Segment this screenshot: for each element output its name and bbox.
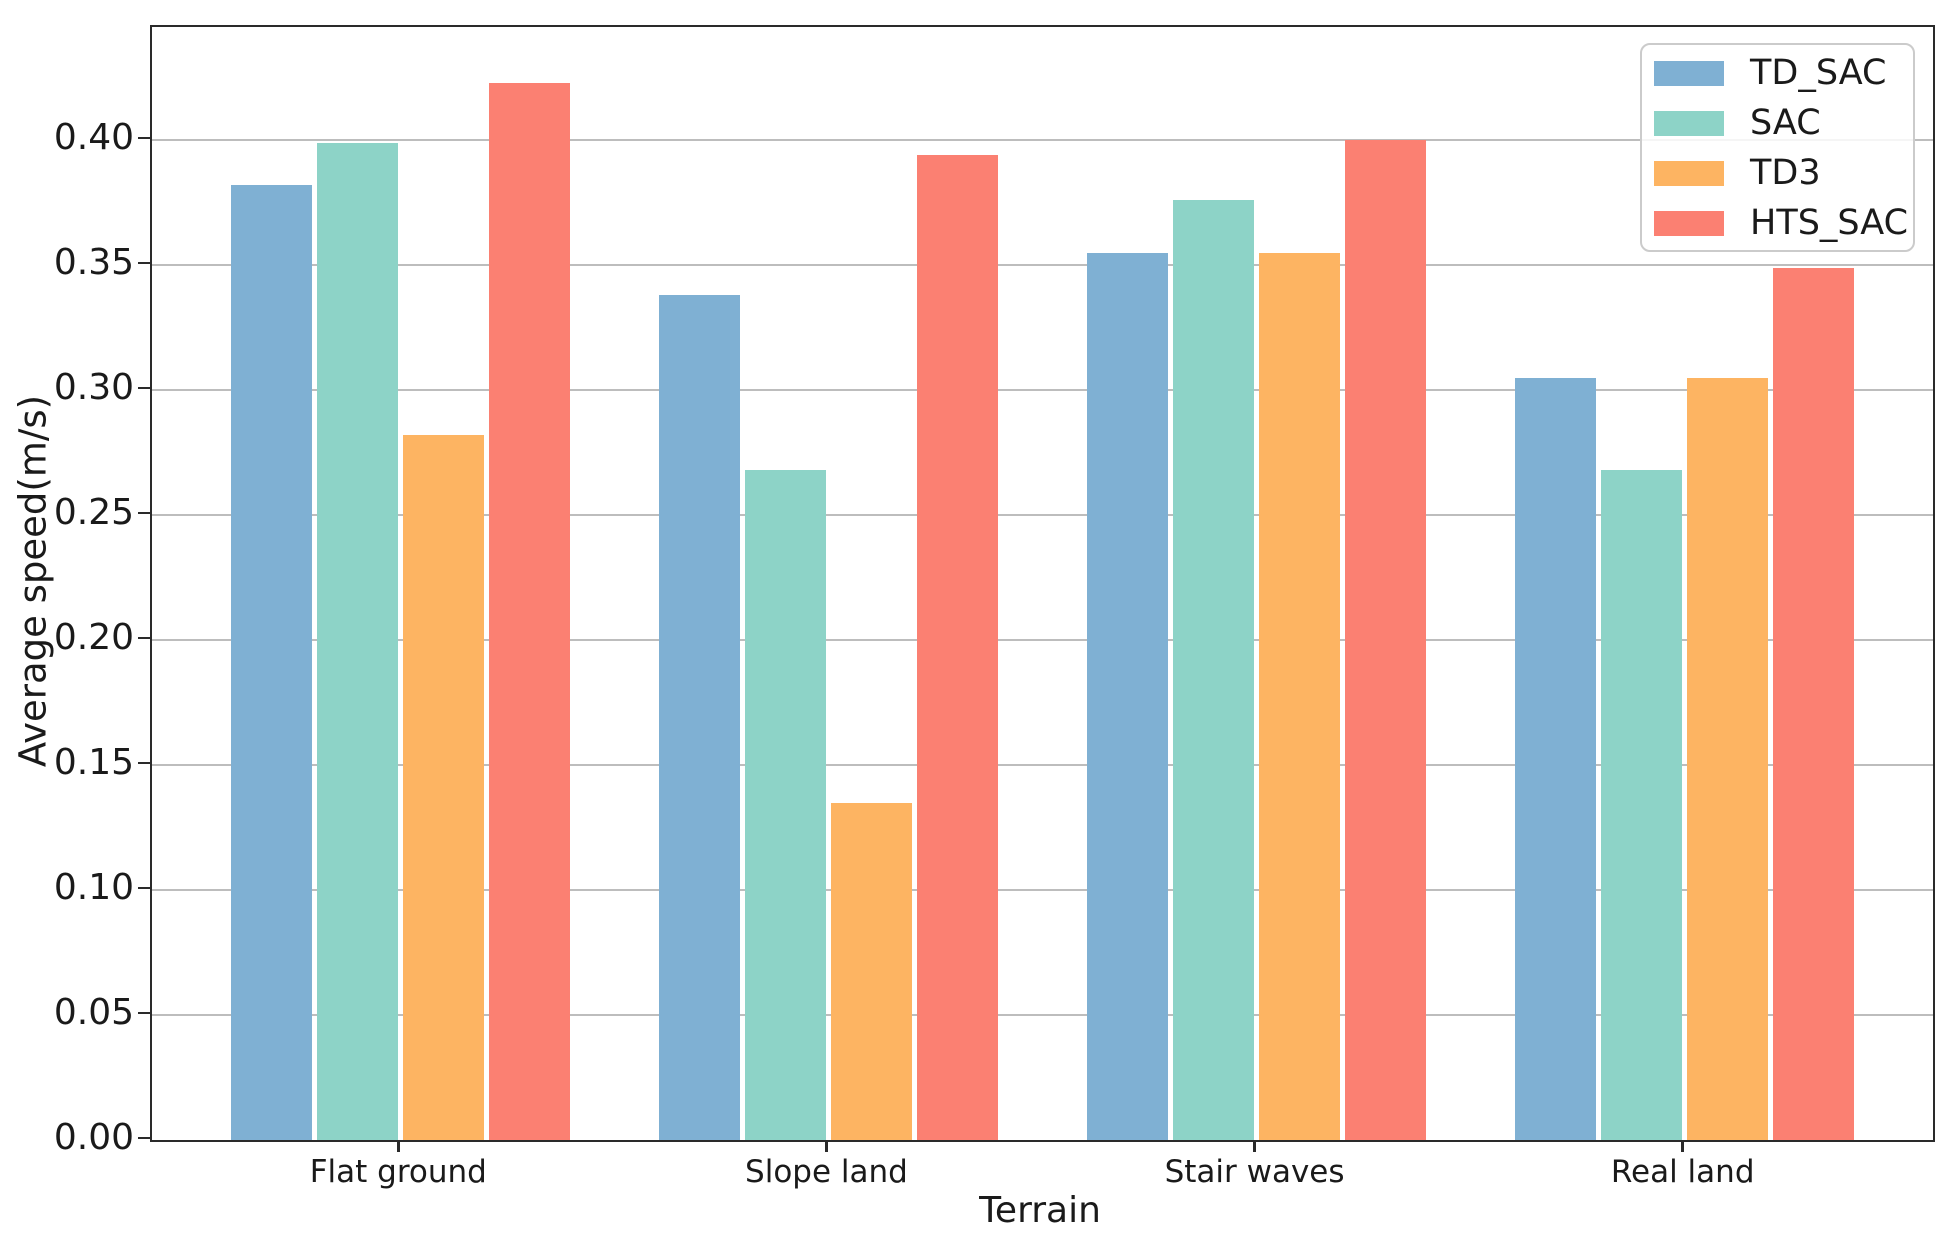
legend-label-td-sac: TD_SAC xyxy=(1750,53,1887,93)
gridline-y-0.10 xyxy=(152,889,1933,891)
bar-td-sac-flat-ground xyxy=(230,185,312,1140)
bar-hts-sac-stair-waves xyxy=(1345,140,1427,1140)
bar-sac-slope-land xyxy=(744,470,826,1140)
y-tick-mark-0.25 xyxy=(138,511,150,515)
y-tick-mark-0.15 xyxy=(138,761,150,765)
legend: TD_SAC SAC TD3 HTS_SAC xyxy=(1640,43,1915,252)
legend-swatch-td-sac xyxy=(1654,60,1724,86)
y-tick-label-0.05: 0.05 xyxy=(53,992,134,1033)
bar-td3-real-land xyxy=(1687,377,1769,1140)
y-tick-label-0.25: 0.25 xyxy=(53,492,134,533)
x-tick-mark-stair-waves xyxy=(1253,1140,1256,1152)
y-tick-label-0.30: 0.30 xyxy=(53,367,134,408)
bar-sac-flat-ground xyxy=(316,142,398,1140)
x-tick-label-flat-ground: Flat ground xyxy=(309,1154,487,1190)
x-tick-label-slope-land: Slope land xyxy=(745,1154,908,1190)
legend-swatch-hts-sac xyxy=(1654,210,1724,236)
legend-row-td3: TD3 xyxy=(1642,148,1913,198)
y-tick-mark-0.20 xyxy=(138,636,150,640)
y-tick-label-0.10: 0.10 xyxy=(53,867,134,908)
bar-hts-sac-real-land xyxy=(1773,267,1855,1140)
bar-td-sac-stair-waves xyxy=(1087,252,1169,1140)
bar-hts-sac-flat-ground xyxy=(488,82,570,1140)
legend-row-hts-sac: HTS_SAC xyxy=(1642,198,1913,248)
legend-row-sac: SAC xyxy=(1642,98,1913,148)
legend-label-sac: SAC xyxy=(1750,103,1821,143)
x-axis-label: Terrain xyxy=(979,1190,1101,1231)
gridline-y-0.35 xyxy=(152,264,1933,266)
bar-td3-flat-ground xyxy=(402,435,484,1140)
gridline-y-0.05 xyxy=(152,1014,1933,1016)
y-tick-mark-0.00 xyxy=(138,1136,150,1140)
x-tick-label-real-land: Real land xyxy=(1610,1154,1755,1190)
gridline-y-0.20 xyxy=(152,639,1933,641)
bar-sac-stair-waves xyxy=(1173,200,1255,1140)
bar-td3-stair-waves xyxy=(1259,252,1341,1140)
gridline-y-0.30 xyxy=(152,389,1933,391)
legend-swatch-sac xyxy=(1654,110,1724,136)
y-axis-label: Average speed(m/s) xyxy=(11,394,55,768)
legend-label-td3: TD3 xyxy=(1750,153,1821,193)
bar-td-sac-slope-land xyxy=(658,295,740,1140)
x-tick-mark-real-land xyxy=(1681,1140,1684,1152)
legend-label-hts-sac: HTS_SAC xyxy=(1750,203,1909,243)
x-tick-mark-flat-ground xyxy=(397,1140,400,1152)
y-tick-mark-0.30 xyxy=(138,386,150,390)
legend-swatch-td3 xyxy=(1654,160,1724,186)
gridline-y-0.15 xyxy=(152,764,1933,766)
x-tick-mark-slope-land xyxy=(825,1140,828,1152)
bar-td-sac-real-land xyxy=(1515,377,1597,1140)
y-tick-mark-0.10 xyxy=(138,886,150,890)
y-tick-mark-0.05 xyxy=(138,1011,150,1015)
bar-hts-sac-slope-land xyxy=(916,155,998,1140)
bar-td3-slope-land xyxy=(830,802,912,1140)
y-tick-label-0.15: 0.15 xyxy=(53,742,134,783)
x-tick-label-stair-waves: Stair waves xyxy=(1164,1154,1345,1190)
gridline-y-0.40 xyxy=(152,139,1933,141)
y-tick-label-0.00: 0.00 xyxy=(53,1117,134,1158)
y-tick-label-0.20: 0.20 xyxy=(53,617,134,658)
plot-area xyxy=(150,25,1935,1142)
gridline-y-0.25 xyxy=(152,514,1933,516)
bar-sac-real-land xyxy=(1601,470,1683,1140)
y-tick-mark-0.35 xyxy=(138,261,150,265)
legend-row-td-sac: TD_SAC xyxy=(1642,48,1913,98)
y-tick-label-0.40: 0.40 xyxy=(53,117,134,158)
y-tick-label-0.35: 0.35 xyxy=(53,242,134,283)
y-tick-mark-0.40 xyxy=(138,136,150,140)
